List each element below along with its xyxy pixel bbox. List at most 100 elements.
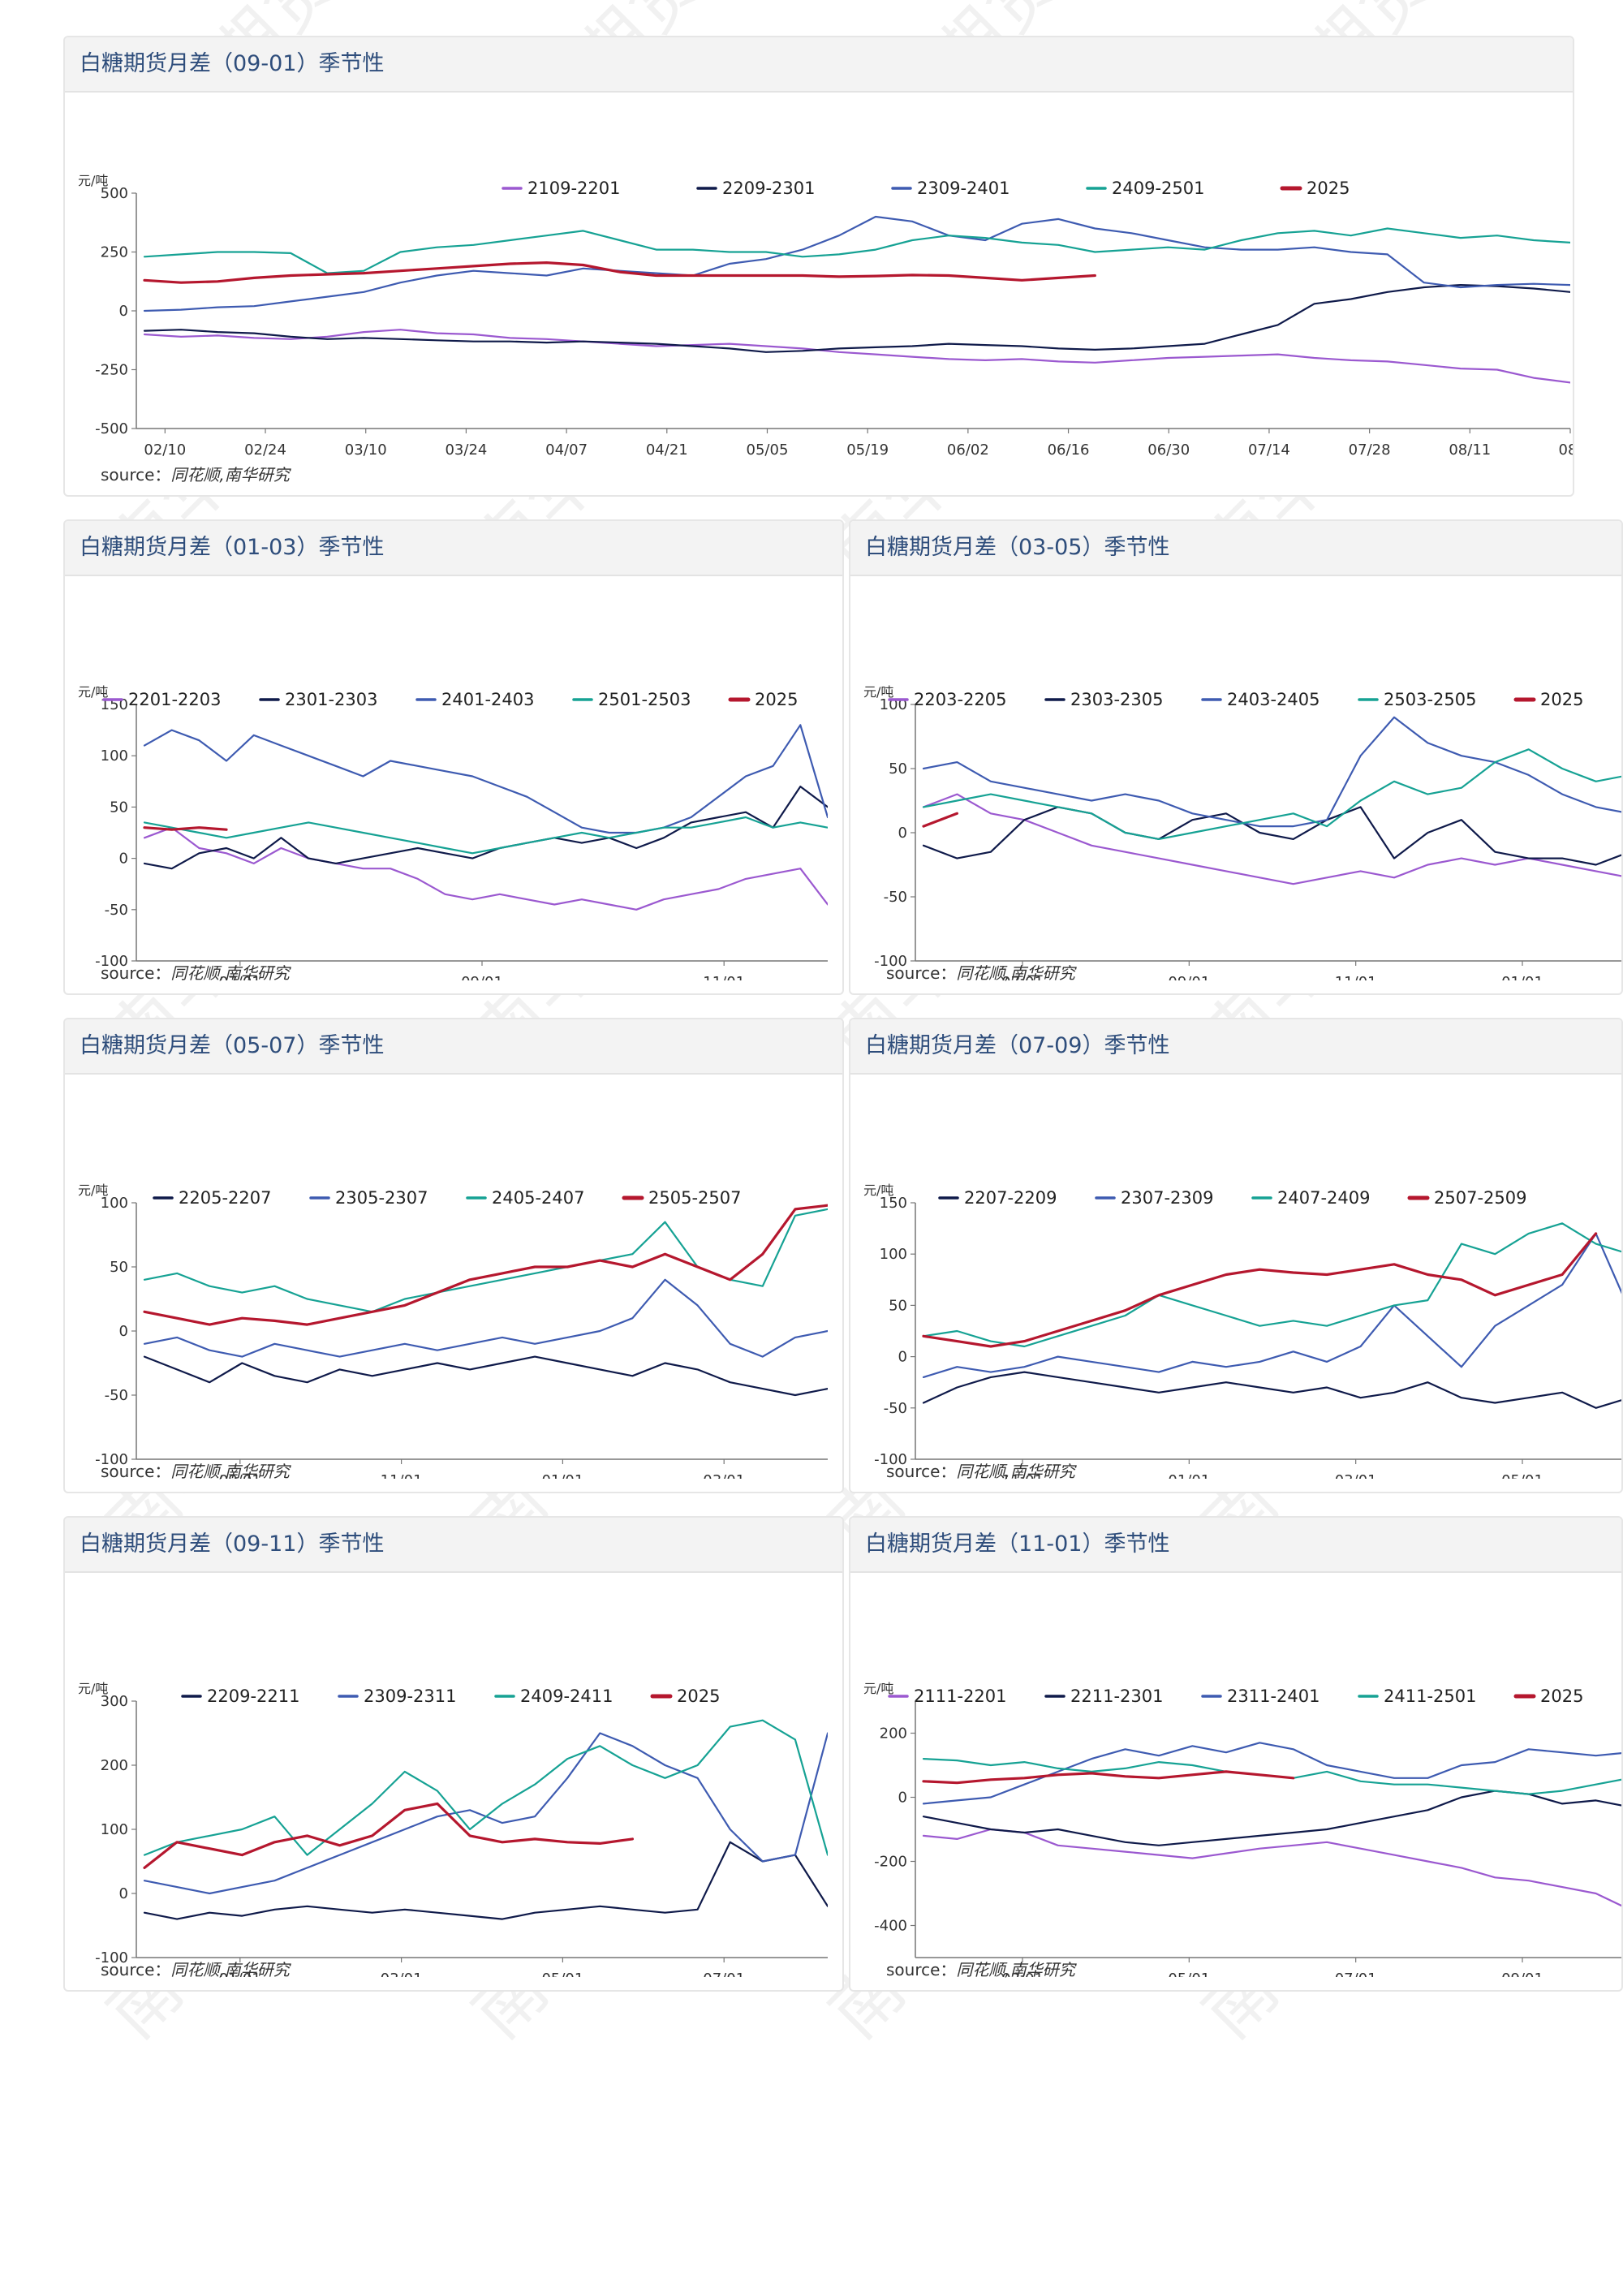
source-note: source：同花顺,南华研究 xyxy=(101,1458,290,1482)
source-label: source： xyxy=(101,1462,171,1481)
series-line-2501-2503 xyxy=(143,816,828,855)
x-tick-label: 08/11 xyxy=(1449,442,1491,459)
source-label: source： xyxy=(886,1960,957,1979)
series-line-2409-2411 xyxy=(143,1719,828,1856)
chart-panel-01-03: 白糖期货月差（01-03）季节性 元/吨150100500-50-10007/0… xyxy=(63,519,844,995)
y-tick-label: 500 xyxy=(101,185,128,202)
series-group xyxy=(143,1719,828,1920)
series-line-2025 xyxy=(143,261,1096,284)
legend-label: 2405-2407 xyxy=(492,1188,584,1208)
line-chart: 元/吨150100500-50-10007/0109/0111/012201-2… xyxy=(78,684,828,980)
source-name: 同花顺,南华研究 xyxy=(956,963,1075,983)
chart-title: 白糖期货月差（07-09）季节性 xyxy=(865,1033,1170,1058)
y-tick-label: -50 xyxy=(884,1400,907,1417)
y-tick-label: -250 xyxy=(95,362,128,379)
chart-title: 白糖期货月差（05-07）季节性 xyxy=(80,1033,385,1058)
legend-label: 2207-2209 xyxy=(964,1188,1057,1208)
legend-label: 2201-2203 xyxy=(128,690,221,709)
legend-label: 2311-2401 xyxy=(1227,1686,1319,1706)
y-tick-label: 0 xyxy=(119,1323,128,1340)
chart-title: 白糖期货月差（01-03）季节性 xyxy=(80,535,385,560)
series-line-2311-2401 xyxy=(922,1742,1621,1805)
y-tick-label: -400 xyxy=(874,1918,907,1935)
source-name: 同花顺,南华研究 xyxy=(170,1462,290,1481)
x-tick-label: 07/28 xyxy=(1349,442,1391,459)
chart-panel-09-01: 白糖期货月差（09-01）季节性 元/吨 500 250 0 -250 -500 02/10… xyxy=(63,36,1574,497)
legend-label: 2503-2505 xyxy=(1384,690,1476,709)
x-tick-label: 07/01 xyxy=(1001,974,1044,980)
source-label: source： xyxy=(886,1462,957,1481)
panel-header: 白糖期货月差（03-05）季节性 xyxy=(850,521,1621,576)
y-unit-label: 元/吨 xyxy=(78,1681,108,1696)
series-line-2109-2201 xyxy=(143,329,1570,384)
x-tick-label: 05/19 xyxy=(846,442,889,459)
y-tick-label: 50 xyxy=(889,760,907,778)
x-tick-label: 09/01 xyxy=(461,974,503,980)
x-tick-label: 05/05 xyxy=(747,442,789,459)
x-tick-label: 11/01 xyxy=(381,1472,423,1479)
source-name: 同花顺,南华研究 xyxy=(170,465,290,485)
series-line-2209-2211 xyxy=(143,1841,828,1920)
y-tick-label: -500 xyxy=(95,420,128,437)
x-tick-label: 09/01 xyxy=(219,1472,261,1479)
x-tick-label: 04/07 xyxy=(545,442,588,459)
series-group xyxy=(143,1204,828,1397)
panel-header: 白糖期货月差（09-11）季节性 xyxy=(65,1518,842,1573)
series-line-2503-2505 xyxy=(922,748,1621,840)
x-tick-label: 05/01 xyxy=(1501,1472,1543,1479)
legend-label: 2409-2411 xyxy=(520,1686,613,1706)
x-tick-label: 11/01 xyxy=(1001,1472,1044,1479)
panel-header: 白糖期货月差（09-01）季节性 xyxy=(65,37,1573,93)
x-tick-label: 05/01 xyxy=(1168,1971,1210,1977)
line-chart: 元/吨100500-50-10007/0109/0111/0101/012203… xyxy=(863,684,1621,980)
y-tick-label: 0 xyxy=(119,303,128,320)
legend-label: 2025 xyxy=(677,1686,720,1706)
series-line-2111-2201 xyxy=(922,1828,1621,1907)
legend-label: 2309-2311 xyxy=(364,1686,456,1706)
legend-label: 2109-2201 xyxy=(527,179,620,198)
legend-label: 2505-2507 xyxy=(648,1188,741,1208)
y-tick-label: -50 xyxy=(105,902,128,919)
y-unit-label: 元/吨 xyxy=(78,173,108,188)
source-name: 同花顺,南华研究 xyxy=(956,1462,1075,1481)
legend-label: 2501-2503 xyxy=(598,690,691,709)
x-tick-label: 09/01 xyxy=(1501,1971,1543,1977)
legend-label: 2305-2307 xyxy=(335,1188,428,1208)
series-group xyxy=(143,215,1570,384)
y-unit-label: 元/吨 xyxy=(78,684,108,700)
x-tick-label: 03/01 xyxy=(1335,1472,1377,1479)
y-tick-label: 0 xyxy=(119,1885,128,1902)
x-tick-label: 07/01 xyxy=(1335,1971,1377,1977)
legend-label: 2303-2305 xyxy=(1070,690,1163,709)
series-group xyxy=(922,716,1621,885)
series-line-2409-2501 xyxy=(143,227,1570,274)
series-line-2305-2307 xyxy=(143,1278,828,1358)
y-tick-label: 50 xyxy=(889,1297,907,1314)
y-tick-label: 50 xyxy=(110,1259,128,1276)
y-tick-label: 200 xyxy=(101,1757,128,1774)
x-tick-label: 04/21 xyxy=(646,442,688,459)
x-tick-label: 03/01 xyxy=(381,1971,423,1977)
source-note: source：同花顺,南华研究 xyxy=(886,1458,1075,1482)
source-note: source：同花顺,南华研究 xyxy=(886,960,1075,984)
chart-title: 白糖期货月差（09-11）季节性 xyxy=(80,1531,385,1557)
y-tick-label: 100 xyxy=(101,1821,128,1838)
legend-label: 2203-2205 xyxy=(914,690,1006,709)
legend-label: 2025 xyxy=(755,690,798,709)
series-line-2505-2507 xyxy=(143,1204,828,1326)
series-line-2203-2205 xyxy=(922,793,1621,885)
x-tick-label: 03/10 xyxy=(345,442,387,459)
y-tick-label: 0 xyxy=(898,825,907,842)
x-tick-label: 03/24 xyxy=(445,442,487,459)
y-tick-label: 100 xyxy=(101,747,128,765)
legend-label: 2309-2401 xyxy=(917,179,1010,198)
x-tick-label: 02/24 xyxy=(244,442,286,459)
source-label: source： xyxy=(101,1960,171,1979)
series-group xyxy=(922,1742,1621,1907)
line-chart: 元/吨 200 0 -200 -400 03/01 05/01 07/01 09/01 2111-… xyxy=(863,1681,1621,1977)
panel-header: 白糖期货月差（11-01）季节性 xyxy=(850,1518,1621,1573)
legend-label: 2209-2211 xyxy=(207,1686,299,1706)
